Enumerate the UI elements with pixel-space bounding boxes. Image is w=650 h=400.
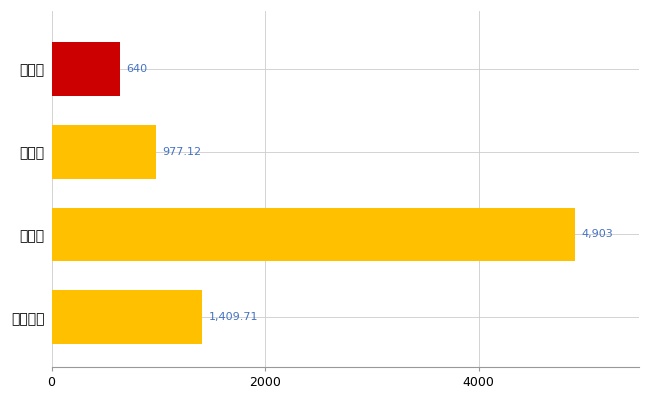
Text: 1,409.71: 1,409.71 — [209, 312, 258, 322]
Text: 977.12: 977.12 — [162, 147, 202, 157]
Bar — [51, 125, 156, 179]
Bar — [51, 42, 120, 96]
Bar — [51, 290, 202, 344]
Text: 640: 640 — [126, 64, 148, 74]
Bar — [51, 208, 575, 261]
Text: 4,903: 4,903 — [582, 230, 614, 240]
